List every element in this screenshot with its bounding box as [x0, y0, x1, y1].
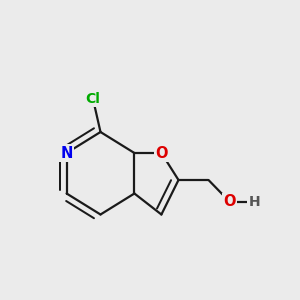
Text: H: H [249, 195, 260, 208]
Text: O: O [155, 146, 168, 160]
Text: Cl: Cl [85, 92, 100, 106]
Text: N: N [60, 146, 73, 160]
Text: O: O [223, 194, 236, 209]
